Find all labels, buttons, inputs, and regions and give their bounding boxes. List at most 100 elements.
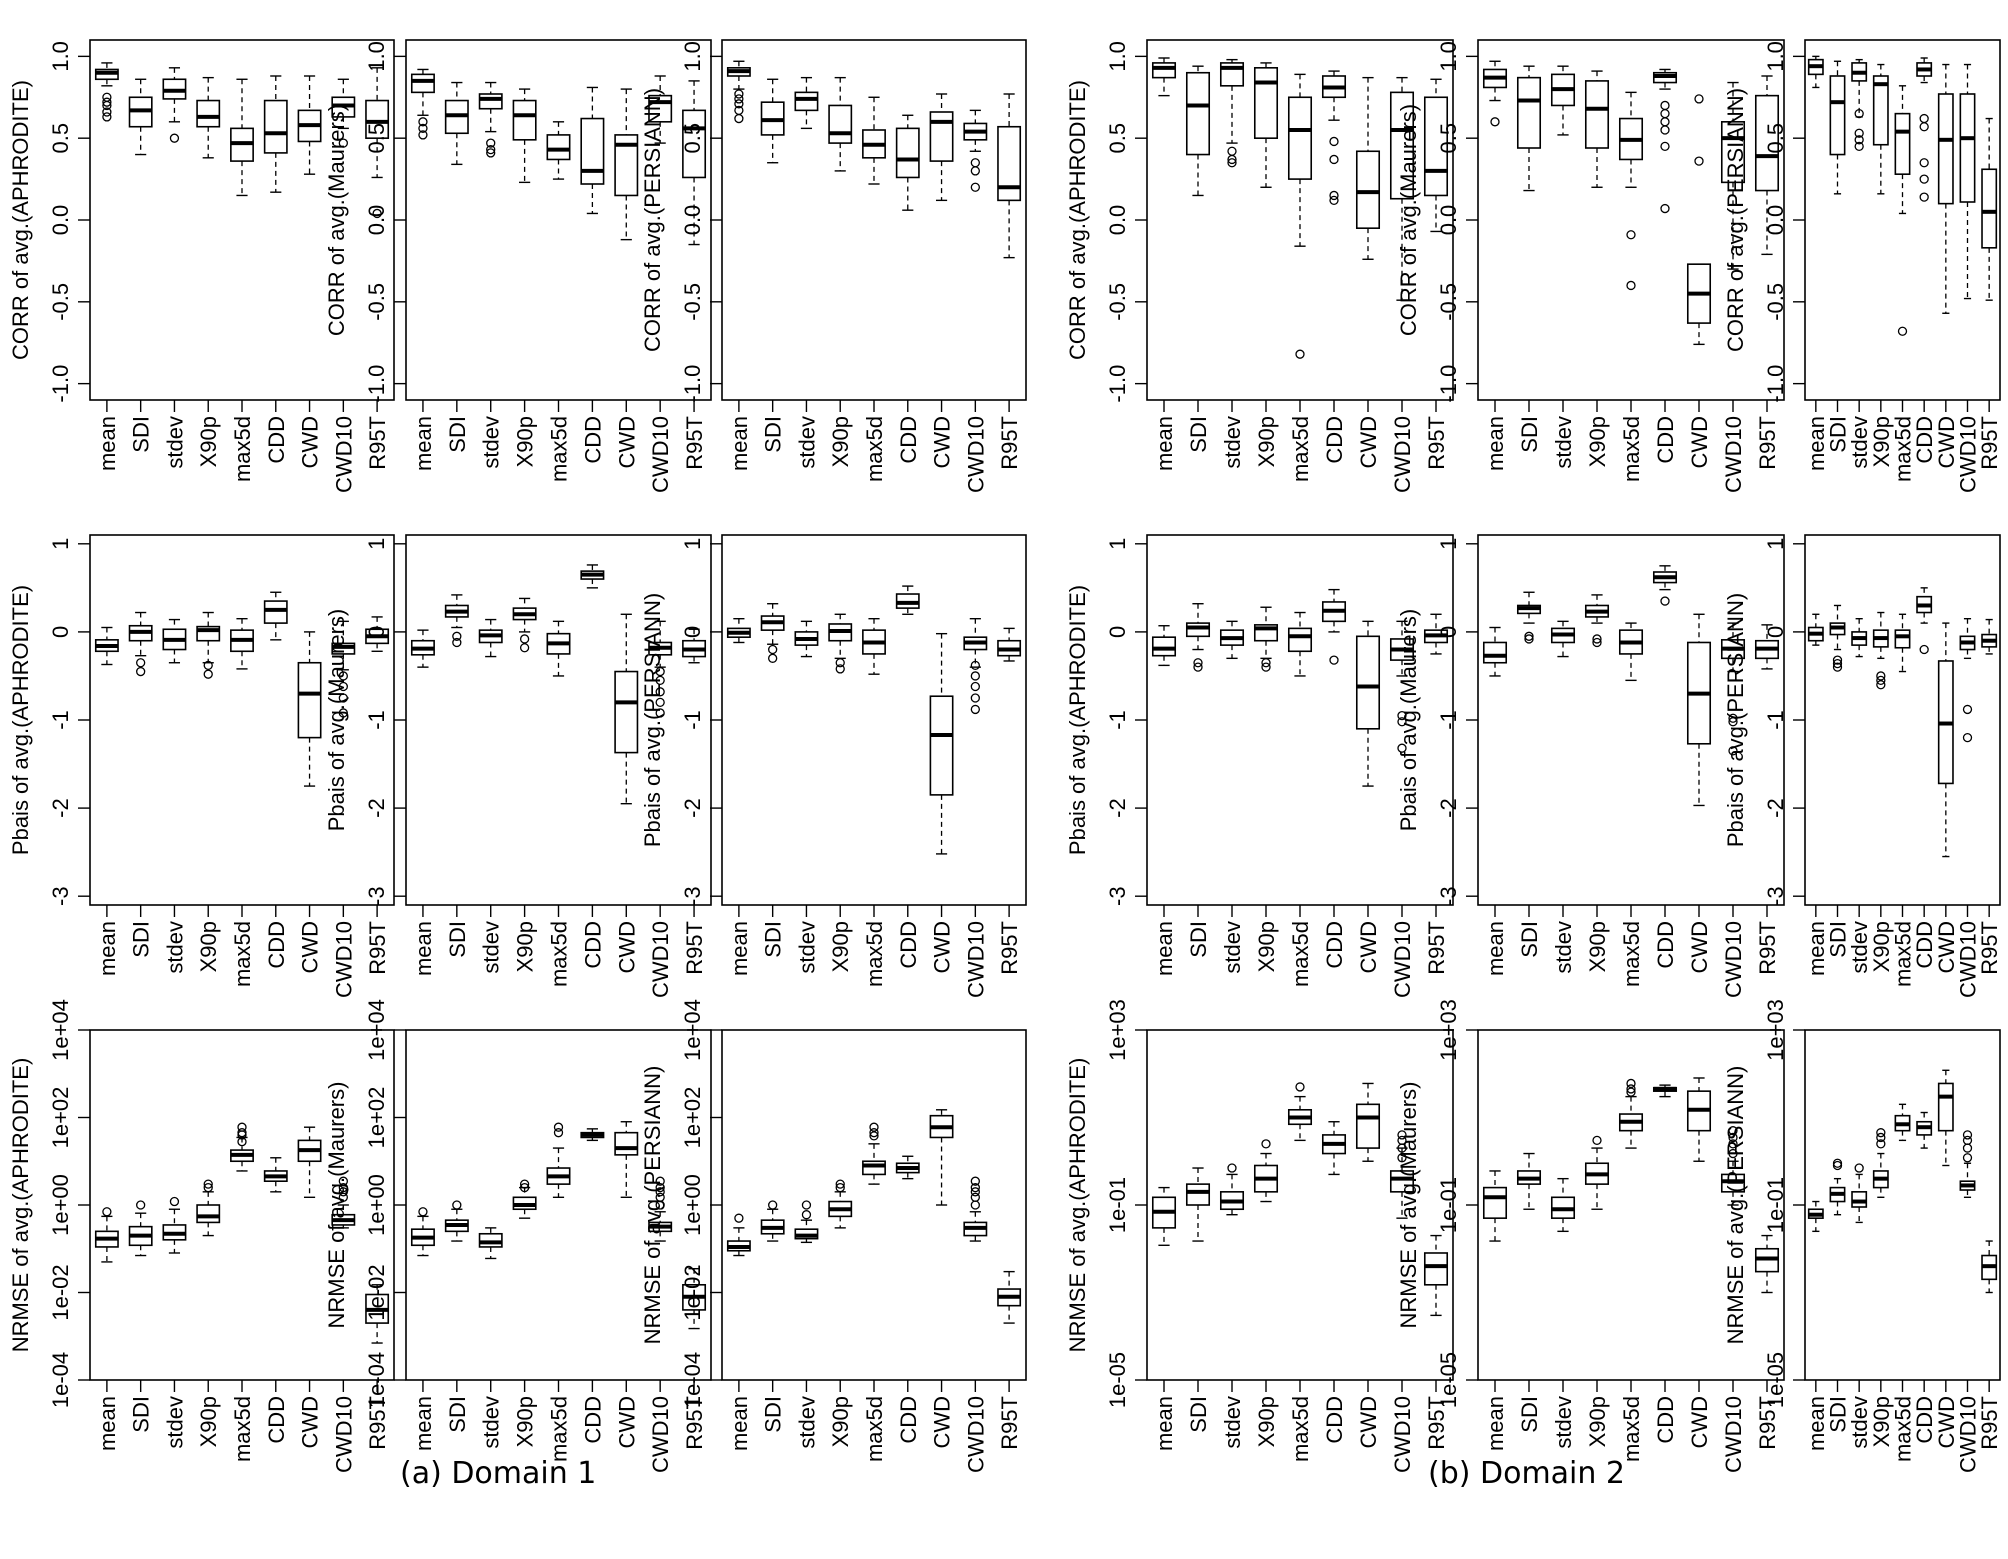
x-tick-label: CWD [1934,921,1959,974]
iqr-box [1151,636,1177,657]
y-tick-label: 0 [680,626,705,638]
x-tick-label: SDI [129,1396,154,1433]
box-X90p [828,1179,853,1229]
outlier-point [1397,717,1407,727]
box-SDI [1516,65,1542,192]
plot-frame [1804,1029,2001,1381]
outlier-point [169,133,180,143]
box-mean [1151,625,1177,667]
x-tick-label: CWD10 [1390,1396,1415,1473]
y-tick-label: 1e-01 [1105,1177,1130,1233]
box-max5d [1894,85,1911,336]
x-tick-label: mean [411,921,436,976]
iqr-box [997,125,1022,202]
outlier-point [970,671,980,681]
x-tick-label: CWD10 [963,921,988,998]
y-tick-label: -2 [680,798,705,818]
outlier-point [486,138,496,148]
box-CDD [895,1155,920,1180]
outlier-point [1876,1128,1886,1138]
outlier-point [203,1179,213,1189]
y-tick-label: -3 [48,886,73,906]
box-stdev [1219,1163,1245,1216]
x-tick-label: R95T [1424,1396,1449,1450]
outlier-point [338,1176,348,1186]
box-stdev [794,1200,819,1244]
outlier-point [1728,746,1738,756]
box-mean [1807,1200,1824,1233]
x-tick-label: CDD [896,1396,921,1444]
outlier-point [970,1176,980,1186]
box-max5d [1287,73,1313,359]
x-tick-label: SDI [1826,1396,1851,1433]
outlier-point [1728,1132,1738,1143]
outlier-point [801,1210,812,1220]
y-tick-label: -3 [1436,886,1461,906]
box-stdev [794,76,819,130]
box-CWD [297,631,322,787]
outlier-point [835,664,845,674]
box-stdev [1851,1163,1868,1224]
box-max5d [230,78,254,197]
y-tick-label: 1e+00 [48,1174,73,1236]
x-tick-label: R95T [997,416,1022,470]
y-tick-label: 0.5 [364,123,389,154]
box-X90p [1253,62,1279,188]
x-tick-label: CWD10 [331,1396,356,1473]
y-tick-label: 0.5 [48,123,73,154]
box-R95T [682,80,707,246]
box-X90p [512,1179,537,1219]
outlier-point [1227,1163,1237,1173]
box-CWD10 [1389,620,1415,753]
outlier-point [1876,680,1886,690]
outlier-point [1832,662,1843,672]
box-mean [1807,613,1824,646]
box-mean [94,1207,119,1263]
x-tick-label: SDI [129,921,154,958]
outlier-point [1660,596,1670,606]
outlier-point [734,1213,744,1223]
box-CWD10 [1720,81,1746,270]
outlier-point [655,675,665,686]
outlier-point [1329,655,1339,665]
outlier-point [1854,141,1864,152]
plot-frame [405,534,712,906]
x-tick-label: R95T [682,921,707,975]
box-X90p [196,611,221,679]
outlier-point [1694,94,1704,104]
x-tick-label: CDD [1322,416,1347,464]
x-tick-label: mean [1483,1396,1508,1451]
outlier-point [338,138,348,148]
box-stdev [1550,65,1576,136]
x-tick-label: CWD10 [331,416,356,493]
x-tick-label: mean [1152,416,1177,471]
y-tick-label: -1.0 [48,365,73,403]
x-tick-label: CWD [1687,921,1712,974]
box-SDI [1829,1158,1846,1216]
iqr-box [1516,76,1542,149]
y-tick-label: 0.0 [1436,205,1461,236]
x-tick-label: CWD [930,921,955,974]
x-tick-label: CDD [580,921,605,969]
box-mean [1151,1186,1177,1246]
y-tick-label: 1e+00 [680,1174,705,1236]
x-tick-label: CDD [1912,921,1937,969]
y-tick-label: -0.5 [1763,283,1788,321]
y-tick-label: -1.0 [680,365,705,403]
outlier-point [1295,1082,1305,1092]
box-R95T [365,67,390,219]
iqr-box [614,134,639,197]
y-tick-label: 0.0 [364,205,389,236]
plot-frame [405,1029,712,1381]
y-tick-label: 1e-05 [1763,1352,1788,1408]
box-SDI [444,1200,469,1242]
box-plot-panel: -3 -2 -1 0 1 Pbais of avg.(APHRODITE) mean SDI s… [1065,534,1454,998]
plot-frame [721,1029,1027,1381]
outlier-point [1524,634,1534,644]
outlier-point [1854,128,1864,138]
x-tick-label: SDI [761,1396,786,1433]
box-SDI [128,611,153,677]
box-R95T [1981,117,1998,301]
outlier-point [1919,192,1929,202]
box-SDI [1516,1152,1542,1210]
